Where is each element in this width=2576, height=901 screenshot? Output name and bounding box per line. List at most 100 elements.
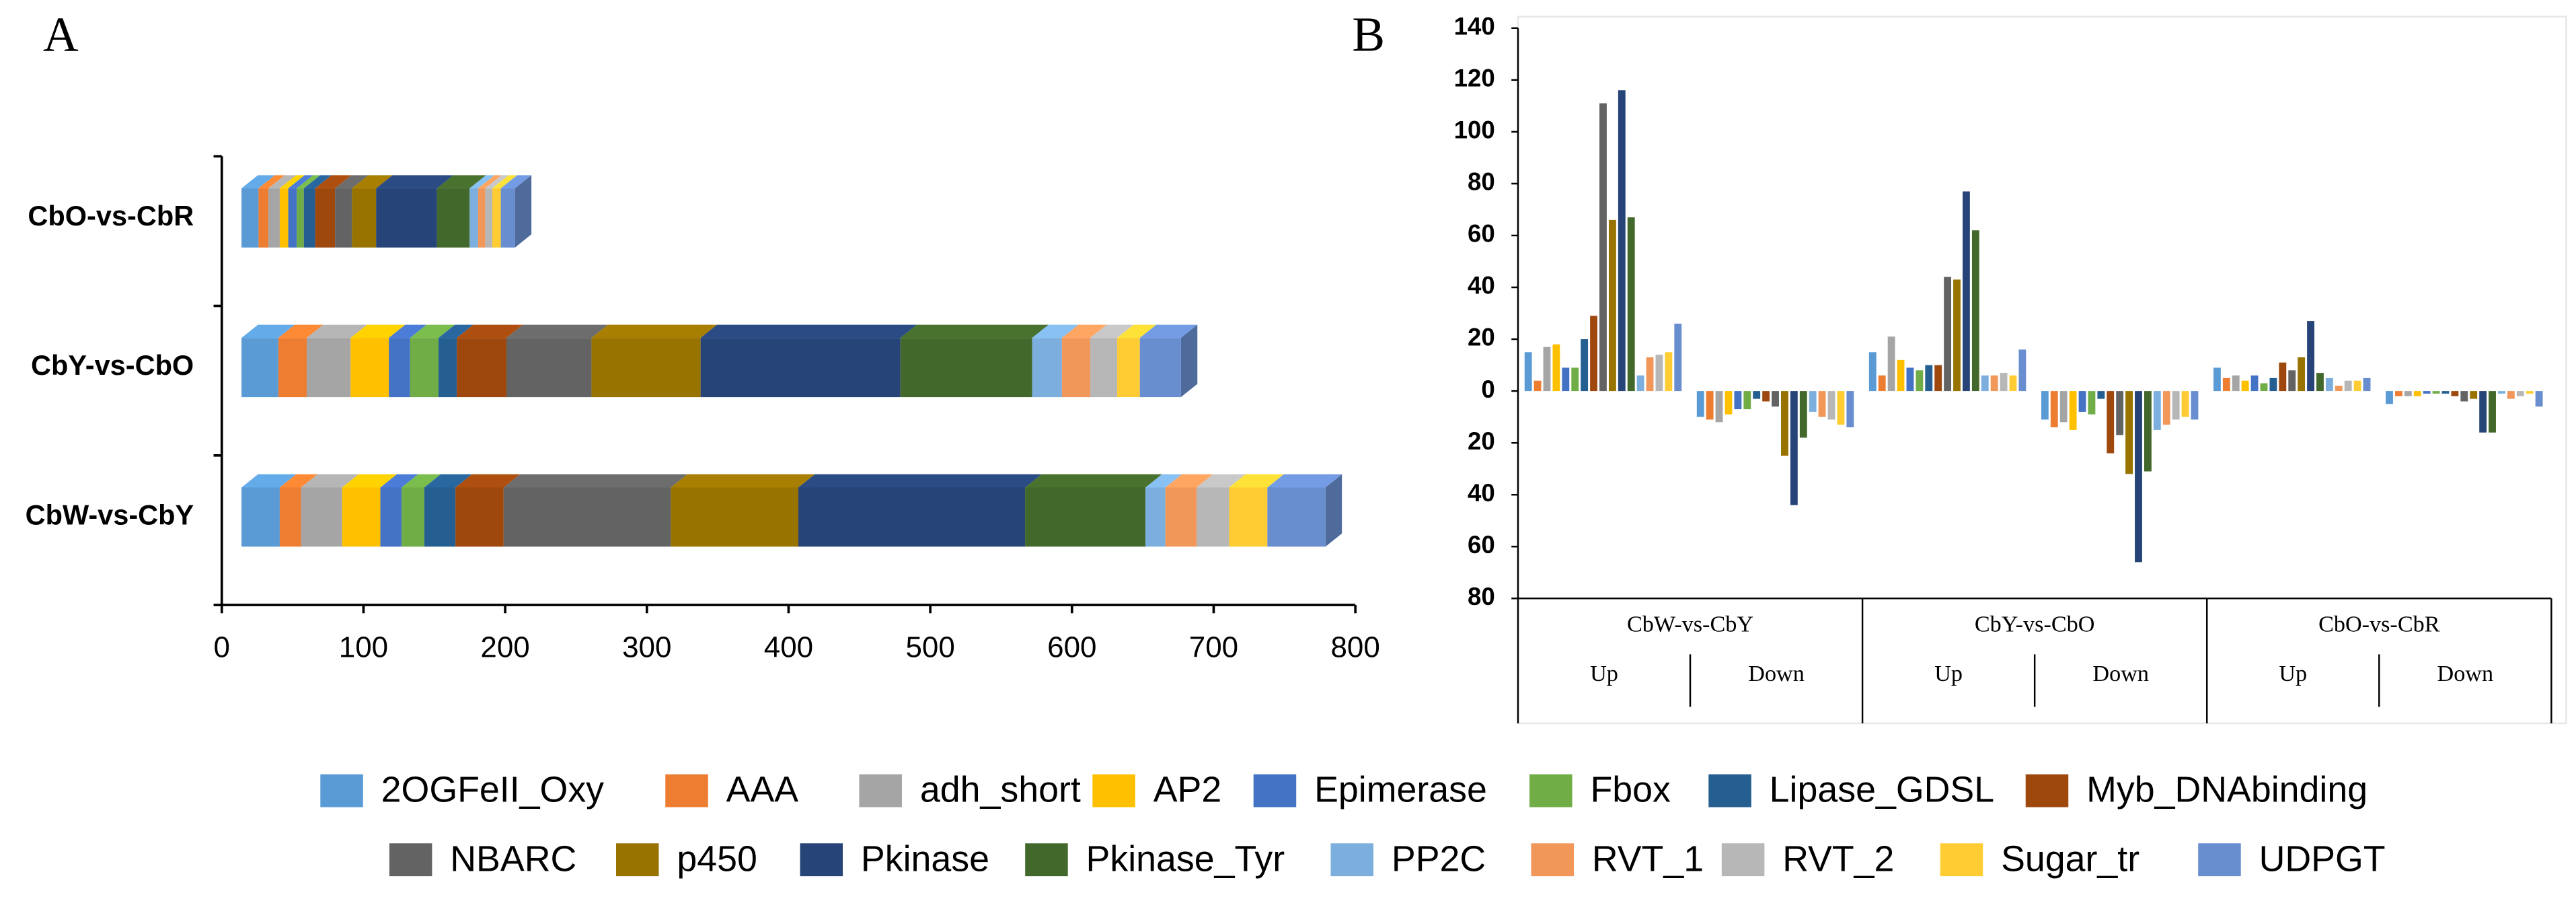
bar (1674, 323, 1682, 392)
bar (2059, 391, 2068, 423)
legend-swatch (1025, 843, 1068, 877)
bar-top (1032, 324, 1079, 338)
legend-label: adh_short (920, 770, 1081, 810)
legend-label: Epimerase (1314, 770, 1487, 810)
legend-swatch (1529, 774, 1573, 807)
bar (2507, 391, 2515, 399)
bar (1934, 365, 1942, 392)
bar-top (798, 474, 1042, 488)
y-tick-label: CbW-vs-CbY (26, 499, 194, 530)
bar-segment (279, 487, 301, 547)
bar (2125, 391, 2133, 474)
bar (1552, 344, 1560, 392)
bar (1655, 355, 1663, 392)
legend-label: Pkinase_Tyr (1086, 838, 1285, 879)
y-tick-label: 120 (1454, 64, 1495, 92)
bar-top (315, 175, 352, 188)
bar (2232, 375, 2240, 392)
bar-segment (506, 338, 592, 398)
bar (1762, 391, 1770, 402)
bar-segment (503, 487, 671, 547)
group-label: CbW-vs-CbY (1627, 612, 1753, 637)
legend-label: Sugar_tr (2001, 838, 2139, 879)
bar (2213, 367, 2221, 392)
bar (1725, 391, 1733, 415)
legend-label: RVT_1 (1592, 838, 1704, 879)
bar-side (1325, 474, 1342, 547)
legend-swatch (320, 774, 363, 807)
bar (1878, 375, 1886, 392)
bar (2316, 373, 2324, 392)
bar (1887, 336, 1895, 392)
bar-segment (900, 338, 1032, 398)
bar-top (1197, 474, 1246, 488)
bar (1706, 391, 1714, 420)
bar-segment (350, 338, 389, 398)
legend-swatch (2198, 843, 2241, 877)
bar-top (1229, 474, 1284, 488)
bar-segment (258, 188, 269, 248)
bar (1990, 375, 1998, 392)
bar (1971, 230, 1979, 392)
bar-top (389, 324, 427, 338)
x-tick-label: Up (1934, 661, 1963, 686)
bar-top (258, 175, 285, 188)
bar-segment (798, 487, 1026, 547)
legend-label: PP2C (1392, 838, 1486, 879)
bar-segment (1165, 487, 1197, 547)
bar (1715, 391, 1723, 423)
bar (1627, 217, 1635, 392)
bar (2153, 391, 2161, 430)
bar (2498, 391, 2505, 394)
bar (1981, 375, 1989, 392)
bar (1799, 391, 1807, 438)
bar-segment (306, 338, 351, 398)
legend-label: Myb_DNAbinding (2086, 770, 2367, 810)
bar (1897, 359, 1905, 392)
x-tick-label: 200 (480, 631, 529, 664)
legend-swatch (800, 843, 843, 877)
bar-segment (278, 338, 307, 398)
bar-segment (376, 188, 437, 248)
bar (1743, 391, 1751, 410)
legend-swatch (389, 843, 432, 877)
bar (1916, 370, 1924, 392)
bar-top (335, 175, 369, 188)
legend-label: AP2 (1153, 770, 1222, 810)
bar (2260, 383, 2268, 392)
bar-top (1025, 474, 1162, 488)
bar-segment (301, 487, 342, 547)
legend-swatch (1940, 843, 1983, 877)
bar (2241, 380, 2249, 392)
legend-swatch (1253, 774, 1297, 807)
bar (1772, 391, 1779, 407)
x-tick-label: 0 (214, 631, 230, 664)
legend-label: Fbox (1590, 770, 1671, 810)
legend-label: p450 (677, 838, 757, 879)
bar-segment (438, 338, 457, 398)
bar-segment (1145, 487, 1166, 547)
bar-top (500, 175, 532, 188)
bar (2107, 391, 2115, 454)
x-tick-label: Up (2279, 661, 2307, 686)
x-tick-label: Up (1590, 661, 1618, 686)
x-tick-label: 600 (1047, 631, 1096, 664)
bar-segment (279, 188, 289, 248)
bar (2432, 391, 2440, 394)
bar (1571, 367, 1579, 392)
x-tick-label: 300 (622, 631, 671, 664)
bar-top (437, 175, 486, 188)
bar-top (485, 175, 509, 188)
panel-label: B (1352, 7, 1385, 62)
bar-top (455, 474, 521, 488)
bar (1837, 391, 1845, 425)
bar (2344, 380, 2352, 392)
y-tick-label: 40 (1468, 479, 1495, 507)
group-label: CbO-vs-CbR (2318, 612, 2440, 637)
bar-segment (352, 188, 377, 248)
bar (2050, 391, 2058, 428)
bar-segment (1197, 487, 1229, 547)
x-tick-label: 100 (339, 631, 388, 664)
bar-segment (315, 188, 336, 248)
